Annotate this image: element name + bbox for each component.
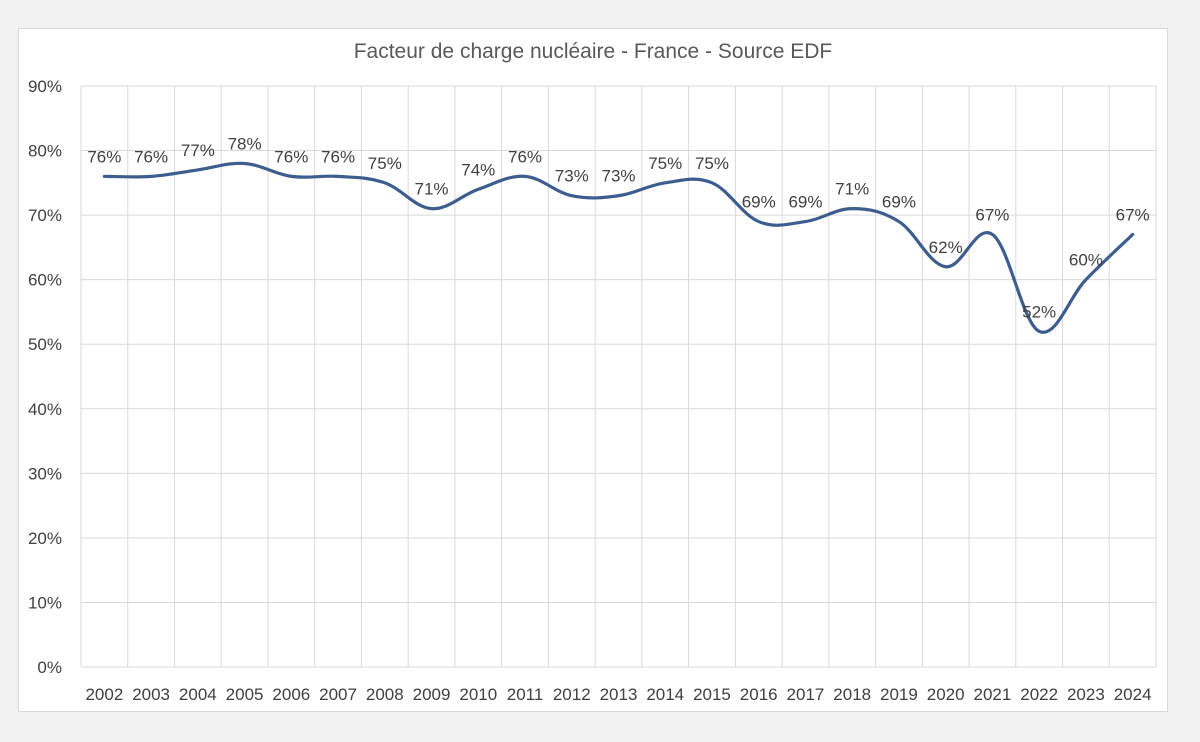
data-label: 52% [1022,302,1056,321]
y-tick-label: 10% [28,593,62,612]
x-tick-label: 2012 [553,685,591,704]
data-label: 71% [415,180,449,199]
data-label: 78% [228,134,262,153]
grid [80,85,1157,668]
y-tick-label: 50% [28,335,62,354]
x-tick-label: 2013 [600,685,638,704]
data-label: 76% [321,147,355,166]
x-tick-label: 2003 [132,685,170,704]
data-label: 75% [648,154,682,173]
data-label: 77% [181,141,215,160]
data-label: 67% [1116,205,1150,224]
x-tick-label: 2005 [226,685,264,704]
y-tick-label: 90% [28,77,62,96]
x-tick-label: 2016 [740,685,778,704]
data-label: 76% [508,147,542,166]
x-tick-label: 2007 [319,685,357,704]
data-label: 75% [695,154,729,173]
data-label: 74% [461,160,495,179]
x-tick-label: 2002 [85,685,123,704]
x-tick-label: 2018 [833,685,871,704]
x-tick-label: 2022 [1020,685,1058,704]
x-tick-label: 2011 [507,685,544,704]
chart-title: Facteur de charge nucléaire - France - S… [354,40,833,63]
y-tick-label: 70% [28,206,62,225]
data-label: 69% [742,193,776,212]
x-tick-label: 2021 [973,685,1011,704]
data-label: 60% [1069,251,1103,270]
data-label: 69% [788,193,822,212]
x-tick-label: 2017 [787,685,825,704]
data-label: 62% [929,238,963,257]
y-tick-label: 80% [28,142,62,161]
data-label: 67% [975,205,1009,224]
y-axis-ticks: 0% 10% 20% 30% 40% 50% 60% 70% 80% 90% [28,77,62,677]
data-labels: 76% 76% 77% 78% 76% 76% 75% 71% 74% 76% 73% 73% 75% 7… [87,134,1149,321]
y-tick-label: 60% [28,271,62,290]
data-label: 76% [87,147,121,166]
data-label: 76% [274,147,308,166]
x-tick-label: 2019 [880,685,918,704]
x-tick-label: 2024 [1114,685,1152,704]
data-label: 69% [882,193,916,212]
chart-frame [18,28,1168,712]
y-tick-label: 20% [28,529,62,548]
data-label: 76% [134,147,168,166]
data-label: 73% [601,167,635,186]
series-line [102,161,1135,334]
x-tick-label: 2023 [1067,685,1105,704]
data-label: 71% [835,180,869,199]
x-tick-label: 2010 [459,685,497,704]
x-axis-ticks: 2002 2003 2004 2005 2006 2007 2008 2009 2010 2011… [85,685,1151,704]
x-tick-label: 2004 [179,685,217,704]
x-tick-label: 2020 [927,685,965,704]
data-label: 73% [555,167,589,186]
y-tick-label: 30% [28,464,62,483]
y-tick-label: 0% [37,658,62,677]
x-tick-label: 2008 [366,685,404,704]
data-label: 75% [368,154,402,173]
x-tick-label: 2014 [646,685,684,704]
x-tick-label: 2006 [272,685,310,704]
series-layer [102,161,1135,334]
y-tick-label: 40% [28,400,62,419]
x-tick-label: 2009 [413,685,451,704]
x-tick-label: 2015 [693,685,731,704]
